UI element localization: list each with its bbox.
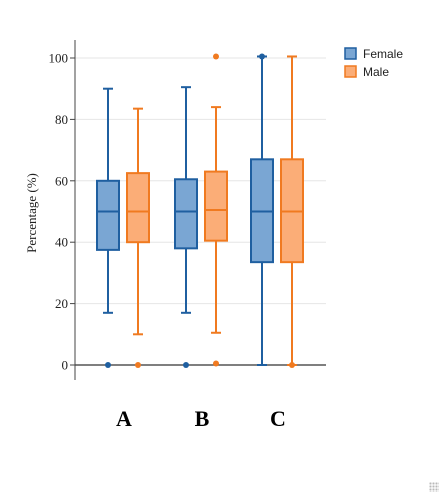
outlier-point — [259, 53, 265, 60]
outlier-point — [105, 362, 111, 368]
box-female-c — [250, 53, 274, 366]
outlier-point — [135, 362, 141, 368]
iqr-box — [96, 179, 120, 251]
resize-grip-icon[interactable] — [429, 482, 439, 492]
legend-label-female: Female — [363, 47, 403, 61]
category-label-a: A — [116, 406, 132, 431]
outlier-point — [213, 53, 219, 60]
y-tick-label: 0 — [62, 358, 69, 373]
y-tick-label: 60 — [55, 173, 68, 188]
box-male-b — [204, 53, 228, 367]
legend-swatch-female — [344, 47, 357, 60]
category-label-c: C — [270, 406, 286, 431]
outlier-point — [289, 362, 295, 368]
boxes — [96, 53, 304, 368]
box-female-a — [96, 87, 120, 368]
iqr-box — [204, 170, 228, 242]
category-labels: A B C — [116, 406, 286, 431]
category-label-b: B — [195, 406, 210, 431]
y-axis: 0 20 40 60 80 100 — [49, 40, 76, 380]
legend-label-male: Male — [363, 65, 389, 79]
box-male-a — [126, 107, 150, 368]
y-tick-label: 80 — [55, 112, 68, 127]
legend: Female Male — [344, 47, 403, 79]
box-female-b — [174, 86, 198, 368]
iqr-box — [126, 172, 150, 244]
legend-swatch-male — [344, 65, 357, 78]
y-tick-label: 100 — [49, 51, 69, 66]
box-male-c — [280, 55, 304, 368]
iqr-box — [174, 178, 198, 250]
outlier-point — [213, 360, 219, 367]
y-axis-title: Percentage (%) — [24, 173, 39, 253]
y-tick-label: 40 — [55, 235, 68, 250]
outlier-point — [183, 362, 189, 368]
y-tick-label: 20 — [55, 296, 68, 311]
